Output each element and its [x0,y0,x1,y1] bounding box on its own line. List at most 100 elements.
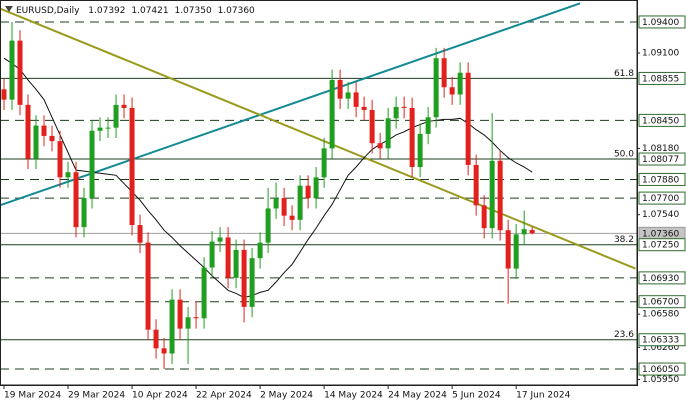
candle-body [137,225,143,243]
candle-body [65,172,71,178]
candle-body [409,107,415,168]
candle-body [369,110,375,144]
candle-body [417,133,423,168]
y-tick-label: 1.06260 [642,343,679,353]
candle-body [521,229,527,235]
chart-header: EURUSD,Daily 1.07392 1.07421 1.07350 1.0… [16,6,255,16]
fib-label: 61.8 [614,69,634,79]
x-tick-label: 29 Mar 2024 [68,391,125,401]
level-box [638,113,686,127]
level-box [638,152,686,166]
level-label: 1.06930 [642,274,679,284]
x-tick-label: 2 May 2024 [260,391,313,401]
level-label: 1.07360 [642,229,679,239]
candle-body [377,143,383,149]
level-box [638,71,686,85]
candle-body [465,72,471,165]
candle-body [145,242,151,330]
level-box [638,238,686,252]
level-label: 1.06333 [642,336,679,346]
y-tick-label: 1.09100 [642,49,679,59]
symbol-icon [5,6,13,12]
high-value: 1.07421 [131,6,168,16]
candle-body [297,185,303,220]
candle-body [17,40,23,105]
candle-body [161,348,167,354]
candle-body [209,241,215,268]
candle-body [361,106,367,111]
trendline [0,2,581,207]
x-tick-label: 24 May 2024 [388,391,447,401]
candle-body [185,317,191,329]
candle-body [305,185,311,199]
candle-body [273,198,279,209]
close-value: 1.07360 [218,6,255,16]
y-tick-label: 1.05950 [642,375,679,385]
x-tick-label: 14 May 2024 [324,391,383,401]
candle-body [457,72,463,95]
level-label: 1.07880 [642,175,679,185]
candle-body [481,205,487,229]
candle-body [345,92,351,99]
level-label: 1.07250 [642,241,679,251]
candle-body [73,172,79,228]
candle-body [201,267,207,319]
frame [0,0,638,386]
level-box [638,15,686,29]
candle-body [129,107,135,226]
level-box [638,271,686,285]
candle-body [289,215,295,220]
candle-body [353,92,359,107]
fib-label: 23.6 [614,330,634,340]
level-label: 1.06700 [642,298,679,308]
candle-body [225,237,231,278]
open-value: 1.07392 [88,6,125,16]
candle-body [1,89,7,100]
candle-body [41,125,47,136]
candle-body [57,141,63,178]
level-box [638,333,686,347]
candle-body [281,198,287,216]
candle-body [81,198,87,228]
candle-body [433,58,439,118]
candle-body [257,242,263,259]
candle-body [513,234,519,269]
candle-body [193,317,199,319]
candle-body [97,127,103,131]
candle-body [489,160,495,229]
candle-body [89,130,95,199]
level-label: 1.07700 [642,194,679,204]
candle-body [473,164,479,206]
level-box [638,362,686,376]
candle-body [113,104,119,128]
trendline [0,7,636,270]
level-label: 1.08855 [642,74,679,84]
candle-body [153,329,159,349]
fib-label: 50.0 [614,150,634,160]
candle-body [25,104,31,159]
candle-body [321,148,327,178]
level-label: 1.09400 [642,18,679,28]
y-tick-label: 1.08180 [642,144,679,154]
y-tick-label: 1.07540 [642,210,679,220]
candle-body [449,87,455,95]
y-tick-label: 1.06580 [642,310,679,320]
symbol: EURUSD,Daily [16,6,80,16]
candle-body [217,237,223,242]
candle-body [177,299,183,329]
candle-body [385,118,391,149]
candle-body [241,249,247,307]
candle-body [313,177,319,199]
candle-body [169,299,175,354]
level-box [638,172,686,186]
x-tick-label: 22 Apr 2024 [196,391,252,401]
level-label: 1.08450 [642,116,679,126]
candle-body [249,258,255,307]
candle-body [401,106,407,108]
candle-body [505,230,511,269]
candle-body [233,249,239,278]
candle-body [441,58,447,88]
